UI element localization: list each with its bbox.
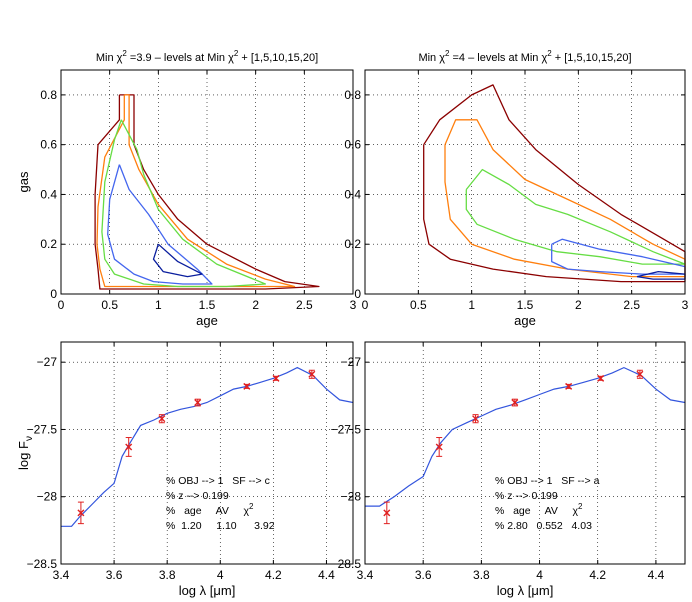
chart-p1: 0 0.5 1 1.5 2 2.5 3 0 0.2 0.4 0.6 0.8 age gas Min χ2 =… <box>16 49 357 328</box>
observed-point <box>597 374 605 382</box>
y-axis-label: log Fν <box>16 436 35 470</box>
observed-point <box>383 501 391 525</box>
x-tick-label: 1 <box>468 298 475 312</box>
x-tick-label: 0.5 <box>410 298 427 312</box>
x-tick-label: 4 <box>536 568 543 582</box>
y-tick-label: −28 <box>341 490 362 504</box>
contour-min+20 <box>423 84 686 283</box>
x-tick-label: 0 <box>58 298 65 312</box>
observed-point <box>472 414 480 424</box>
x-tick-label: 3.8 <box>159 568 176 582</box>
x-tick-label: 3 <box>682 298 689 312</box>
chart-p3: % OBJ --> 1 SF --> c % z --> 0.199% age A… <box>16 341 354 598</box>
y-tick-label: −27.5 <box>331 422 362 436</box>
x-tick-label: 4.2 <box>589 568 606 582</box>
y-tick-label: 0.6 <box>40 138 57 152</box>
contour-min+10 <box>101 119 267 288</box>
y-tick-label: 0.4 <box>344 187 361 201</box>
fit-annotation: % OBJ --> 1 SF --> c % z --> 0.199% age A… <box>166 475 275 532</box>
y-tick-label: 0.8 <box>40 88 57 102</box>
axes-frame <box>364 341 686 565</box>
x-tick-label: 3.4 <box>357 568 374 582</box>
y-tick-label: −27 <box>341 355 362 369</box>
y-tick-label: 0.2 <box>40 237 57 251</box>
chart-title: Min χ2 =4 – levels at Min χ2 + [1,5,10,1… <box>418 49 631 64</box>
x-tick-label: 1.5 <box>517 298 534 312</box>
x-tick-label: 4.4 <box>318 568 335 582</box>
y-tick-label: 0.2 <box>344 237 361 251</box>
x-tick-label: 4 <box>217 568 224 582</box>
y-tick-label: 0 <box>354 287 361 301</box>
x-tick-label: 3.6 <box>106 568 123 582</box>
x-tick-label: 3.4 <box>53 568 70 582</box>
observed-point <box>308 369 316 379</box>
y-tick-label: −28.5 <box>331 557 362 571</box>
svg-text:% z --> 0.199: % z --> 0.199 <box>495 490 558 502</box>
y-tick-label: −27 <box>37 355 58 369</box>
observed-point <box>194 398 202 407</box>
y-tick-label: 0.6 <box>344 138 361 152</box>
fit-annotation: % OBJ --> 1 SF --> a % z --> 0.199% age A… <box>495 475 600 532</box>
observed-point <box>511 398 519 407</box>
contour-min+15 <box>96 94 296 288</box>
y-tick-label: 0.4 <box>40 187 57 201</box>
model-sed-line <box>61 366 353 527</box>
x-tick-label: 2 <box>252 298 259 312</box>
chart-p4: % OBJ --> 1 SF --> a % z --> 0.199% age A… <box>331 341 686 598</box>
y-tick-label: 0.8 <box>344 88 361 102</box>
x-axis-label: age <box>196 313 218 328</box>
y-tick-label: −28.5 <box>27 557 58 571</box>
svg-text:% OBJ --> 1 SF --> c: % OBJ --> 1 SF --> c <box>166 475 270 487</box>
observed-point <box>158 414 166 424</box>
contour-min+5 <box>107 164 213 285</box>
x-tick-label: 1.5 <box>199 298 216 312</box>
svg-text:% 2.80 0.552 4.03: % 2.80 0.552 4.03 <box>495 520 592 532</box>
plot-area <box>365 342 685 564</box>
x-tick-label: 1 <box>155 298 162 312</box>
observed-point <box>565 382 573 390</box>
axes-frame <box>60 341 354 565</box>
model-sed-line <box>365 366 685 507</box>
contour-min+1 <box>152 243 203 278</box>
observed-point <box>77 501 85 525</box>
plot-area <box>61 342 353 564</box>
x-tick-label: 3.6 <box>415 568 432 582</box>
x-tick-label: 2.5 <box>623 298 640 312</box>
chart-title: Min χ2 =3.9 – levels at Min χ2 + [1,5,10… <box>96 49 318 64</box>
observed-point <box>272 374 280 382</box>
observed-point <box>435 437 443 457</box>
y-axis-label: gas <box>16 171 31 192</box>
x-tick-label: 3.8 <box>473 568 490 582</box>
y-tick-label: −27.5 <box>27 422 58 436</box>
x-axis-label: log λ [μm] <box>179 583 236 598</box>
x-axis-label: age <box>514 313 536 328</box>
x-tick-label: 2 <box>575 298 582 312</box>
svg-text:% age AV χ2: % age AV χ2 <box>495 502 583 517</box>
observed-point <box>636 369 644 379</box>
y-tick-label: 0 <box>50 287 57 301</box>
x-tick-label: 0.5 <box>101 298 118 312</box>
x-tick-label: 3 <box>350 298 357 312</box>
svg-text:% z --> 0.199: % z --> 0.199 <box>166 490 229 502</box>
svg-text:% age AV χ2: % age AV χ2 <box>166 502 254 517</box>
observed-point <box>243 382 251 390</box>
x-tick-label: 4.2 <box>265 568 282 582</box>
y-tick-label: −28 <box>37 490 58 504</box>
x-tick-label: 0 <box>362 298 369 312</box>
svg-text:% 1.20 1.10 3.92: % 1.20 1.10 3.92 <box>166 520 275 532</box>
x-axis-label: log λ [μm] <box>497 583 554 598</box>
x-tick-label: 4.4 <box>648 568 665 582</box>
x-tick-label: 2.5 <box>296 298 313 312</box>
svg-text:% OBJ --> 1 SF --> a: % OBJ --> 1 SF --> a <box>495 475 600 487</box>
contour-min+20 <box>94 94 320 290</box>
observed-point <box>125 437 133 457</box>
